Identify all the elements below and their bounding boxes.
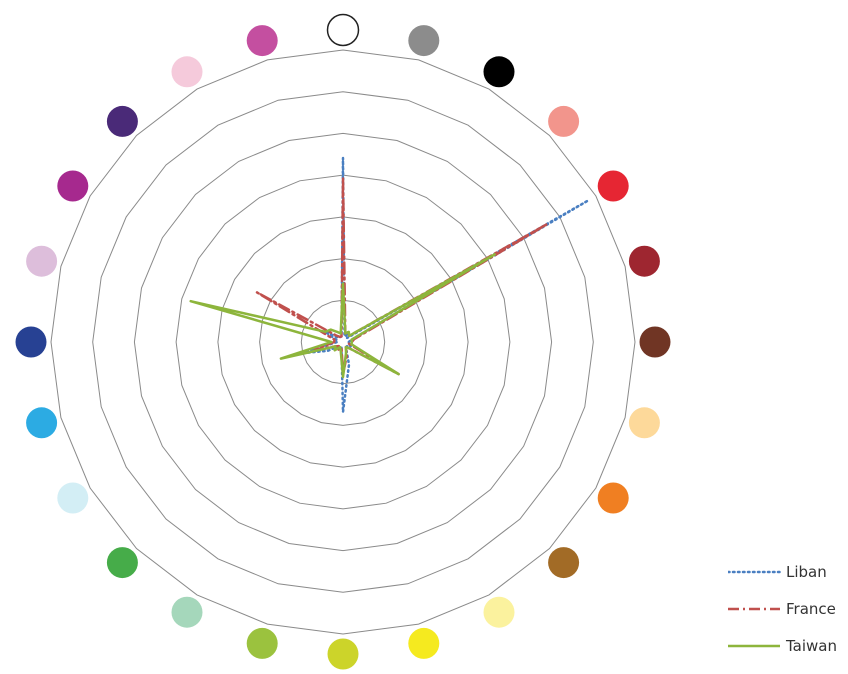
legend-swatch-taiwan [728, 644, 780, 647]
series-line-france [255, 177, 550, 376]
radar-grid [50, 49, 636, 635]
category-dot-yellow [408, 627, 440, 659]
category-dot-navy [15, 326, 47, 358]
legend-swatch-liban [728, 570, 782, 573]
category-dot-olive-green [246, 627, 278, 659]
category-dot-ochre [548, 547, 580, 579]
legend-label-france: France [786, 599, 836, 618]
series-line-taiwan [189, 253, 496, 379]
legend-label-liban: Liban [786, 562, 827, 581]
legend-item-liban: Liban [728, 562, 846, 581]
radar-series [189, 156, 590, 414]
category-dot-magenta [57, 170, 89, 202]
category-dot-pale-pink [171, 56, 203, 88]
category-dot-pale-blue [57, 482, 89, 514]
category-dot-crimson [628, 245, 660, 277]
category-dot-red [597, 170, 629, 202]
category-dot-peach [628, 407, 660, 439]
legend: Liban France Taiwan [728, 562, 846, 673]
category-dot-black [483, 56, 515, 88]
category-dot-pale-yellow [483, 596, 515, 628]
category-dot-indigo [106, 105, 138, 137]
category-color-dots [15, 13, 671, 670]
category-dot-pink [246, 25, 278, 57]
category-dot-orange [597, 482, 629, 514]
category-dot-sky-blue [26, 407, 58, 439]
legend-item-france: France [728, 599, 846, 618]
series-line-liban [299, 156, 590, 414]
grid-ring-7 [50, 49, 636, 635]
legend-swatch-france [728, 607, 780, 610]
category-dot-mint [171, 596, 203, 628]
legend-label-taiwan: Taiwan [786, 636, 838, 655]
category-dot-white [326, 13, 360, 47]
category-dot-gray [408, 25, 440, 57]
category-dot-green [106, 547, 138, 579]
category-dot-lilac [26, 245, 58, 277]
category-dot-salmon [548, 105, 580, 137]
legend-item-taiwan: Taiwan [728, 636, 846, 655]
category-dot-yellow-green [327, 638, 359, 670]
category-dot-brown [639, 326, 671, 358]
